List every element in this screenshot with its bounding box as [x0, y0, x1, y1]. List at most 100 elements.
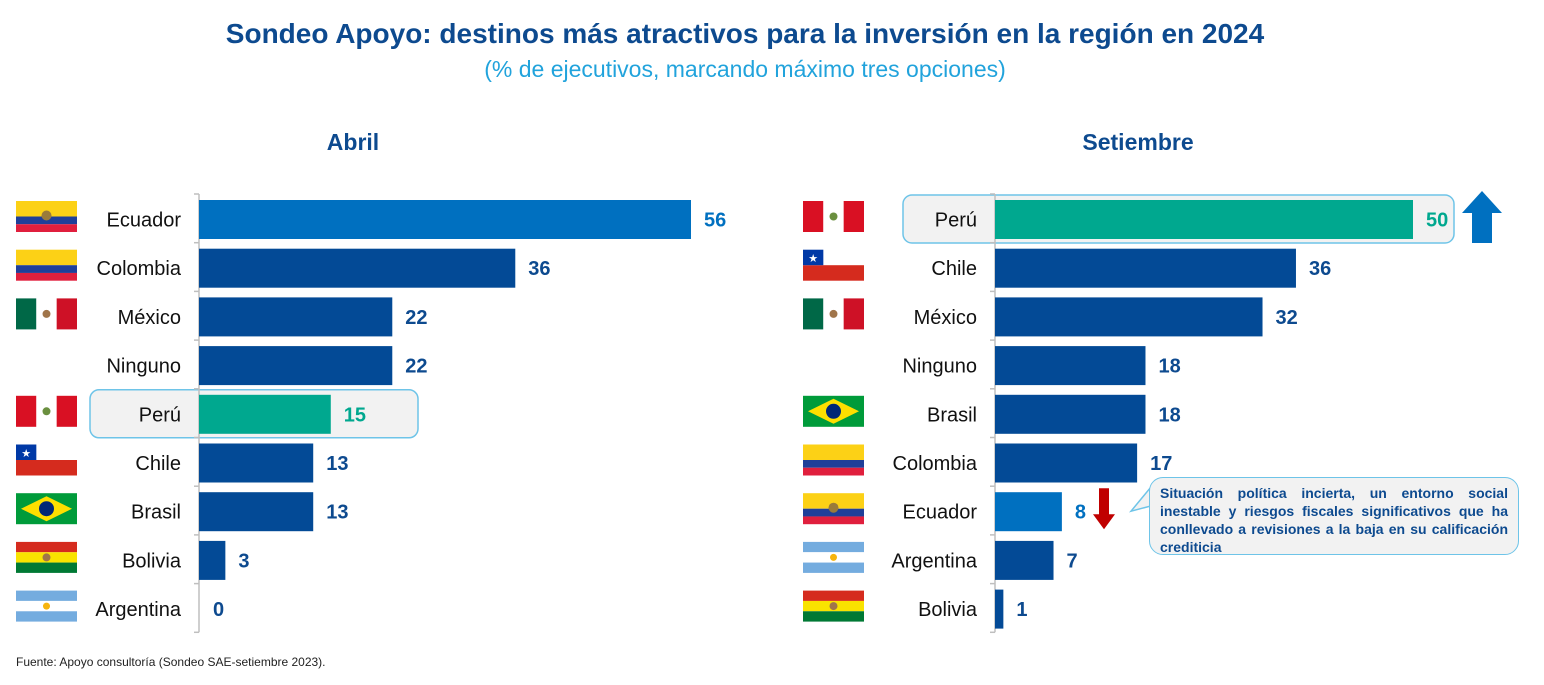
category-label: Ecuador	[107, 210, 182, 232]
flag-stripe	[803, 590, 864, 601]
flag-stripe	[803, 265, 864, 281]
flag-stripe	[803, 467, 864, 476]
bar-brasil	[995, 394, 1146, 434]
flag-stripe	[16, 444, 37, 460]
flag-chile-icon: ★	[803, 249, 864, 281]
flag-stripe	[16, 272, 77, 281]
category-label: Colombia	[893, 453, 978, 475]
data-label: 17	[1150, 453, 1172, 475]
category-label: Perú	[935, 210, 977, 232]
bar-ninguno	[199, 346, 393, 386]
flag-emblem	[829, 212, 838, 221]
data-label: 13	[326, 502, 348, 524]
flag-stripe	[843, 201, 864, 232]
category-label: Brasil	[927, 404, 977, 426]
flag-bolivia-icon	[16, 541, 77, 573]
bar-chart-setiembre: 50Perú36Chile★32México18Ninguno18Brasil1…	[803, 191, 1502, 634]
data-label: 32	[1276, 307, 1298, 329]
flag-stripe	[803, 249, 824, 266]
flag-emblem	[42, 407, 51, 416]
flag-stripe	[16, 298, 37, 330]
bar-argentina	[995, 540, 1054, 580]
flag-peru-icon	[16, 395, 77, 427]
flag-colombia-icon	[16, 249, 77, 281]
data-label: 36	[1309, 258, 1331, 280]
category-label: Chile	[931, 258, 977, 280]
flag-bolivia-icon	[803, 590, 864, 622]
category-label: Colombia	[97, 258, 182, 280]
bar-ecuador	[199, 200, 691, 239]
flag-stripe	[803, 493, 864, 509]
callout-pointer	[1128, 486, 1151, 513]
bar-perú	[995, 200, 1413, 239]
bar-colombia	[199, 248, 516, 288]
bar-colombia	[995, 443, 1138, 483]
chart-subtitle: (% de ejecutivos, marcando máximo tres o…	[484, 56, 1006, 82]
data-label: 3	[238, 550, 249, 572]
flag-stripe	[803, 611, 864, 622]
flag-brasil-icon	[803, 395, 864, 427]
bar-perú	[199, 394, 331, 434]
flag-ecuador-icon	[16, 201, 77, 232]
flag-stripe	[803, 460, 864, 468]
bar-chile	[199, 443, 314, 483]
flag-stripe	[843, 298, 864, 330]
data-label: 22	[405, 307, 427, 329]
category-label: Brasil	[131, 502, 181, 524]
bar-méxico	[199, 297, 393, 337]
flag-stripe	[16, 201, 77, 217]
flag-ecuador-icon	[803, 493, 864, 525]
arrow-down-icon	[1093, 488, 1115, 530]
bar-chile	[995, 248, 1296, 288]
flag-emblem	[42, 553, 51, 562]
flag-colombia-icon	[803, 444, 864, 476]
flag-stripe	[56, 395, 77, 427]
bar-brasil	[199, 492, 314, 532]
flag-stripe	[803, 562, 864, 573]
flag-stripe	[803, 541, 864, 553]
flag-stripe	[803, 444, 864, 460]
flag-emblem	[41, 210, 52, 221]
bar-ecuador	[995, 492, 1062, 532]
arrow-up-icon	[1462, 191, 1502, 243]
bar-ninguno	[995, 346, 1146, 386]
data-label: 8	[1075, 502, 1086, 524]
category-label: Ecuador	[903, 502, 978, 524]
category-label: Argentina	[95, 599, 181, 621]
flag-stripe	[803, 516, 864, 525]
flag-stripe	[16, 541, 77, 553]
flag-emblem	[43, 602, 50, 610]
panel-title-setiembre: Setiembre	[1082, 129, 1194, 155]
category-label: Perú	[139, 404, 181, 426]
category-label: Bolivia	[122, 550, 182, 572]
bar-méxico	[995, 297, 1263, 337]
data-label: 7	[1067, 550, 1078, 572]
flag-stripe	[16, 460, 77, 476]
flag-stripe	[16, 611, 77, 622]
flag-mexico-icon	[803, 298, 864, 330]
flag-stripe	[16, 590, 77, 601]
data-label: 50	[1426, 210, 1448, 232]
data-label: 0	[213, 599, 224, 621]
ecuador-callout: Situación política incierta, un entorno …	[1149, 477, 1519, 555]
flag-stripe	[803, 201, 824, 232]
flag-stripe	[803, 298, 824, 330]
data-label: 1	[1016, 599, 1027, 621]
data-label: 15	[344, 404, 366, 426]
flag-emblem	[829, 309, 838, 318]
bar-chart-abril: 56 Ecuador 36 Colombia 22 México 22 Ninguno 15 Pe…	[16, 193, 726, 634]
panel-title-abril: Abril	[326, 129, 380, 155]
data-label: 36	[528, 258, 550, 280]
flag-brasil-icon	[16, 493, 77, 525]
category-label: Ninguno	[106, 356, 181, 378]
flag-argentina-icon	[803, 541, 864, 573]
chart-title: Sondeo Apoyo: destinos más atractivos pa…	[225, 18, 1265, 49]
bar-bolivia	[199, 540, 226, 580]
flag-chile-icon: ★	[16, 444, 77, 476]
category-label: México	[914, 307, 977, 329]
category-label: México	[118, 307, 181, 329]
flag-emblem	[39, 501, 54, 517]
data-label: 18	[1158, 356, 1180, 378]
flag-stripe	[16, 265, 77, 273]
flag-stripe	[16, 395, 37, 427]
